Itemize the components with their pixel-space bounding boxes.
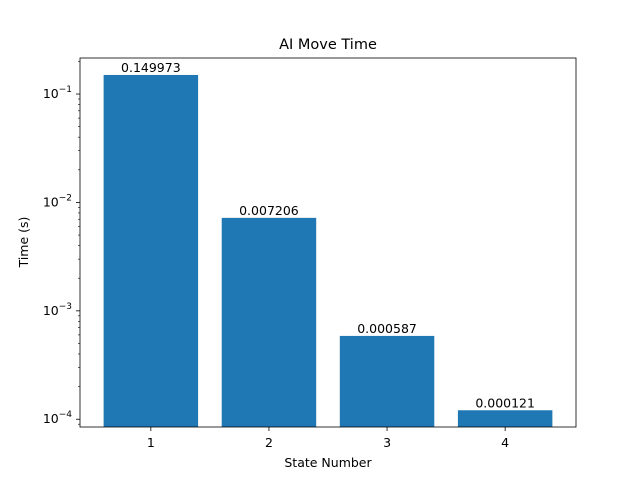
axes-frame bbox=[79, 57, 577, 428]
data-label-1: 0.149973 bbox=[121, 60, 181, 75]
x-tick-label-4: 4 bbox=[501, 435, 509, 450]
data-label-4: 0.000121 bbox=[475, 395, 535, 410]
x-axis-label: State Number bbox=[284, 455, 372, 470]
bar-3 bbox=[339, 335, 435, 427]
bar-2 bbox=[221, 217, 317, 427]
x-tick-label-1: 1 bbox=[147, 435, 155, 450]
y-tick-label-1: 10−2 bbox=[43, 193, 72, 209]
y-tick-label-2: 10−3 bbox=[43, 302, 72, 318]
bar-4 bbox=[457, 410, 553, 427]
x-tick-label-3: 3 bbox=[383, 435, 391, 450]
bar-1 bbox=[103, 74, 199, 427]
chart-title: AI Move Time bbox=[279, 37, 377, 53]
data-label-2: 0.007206 bbox=[239, 203, 299, 218]
y-axis-label: Time (s) bbox=[16, 217, 31, 269]
y-tick-label-3: 10−4 bbox=[43, 410, 72, 426]
data-label-3: 0.000587 bbox=[357, 321, 417, 336]
x-tick-label-2: 2 bbox=[265, 435, 273, 450]
plot-area: 0.149973 0.007206 0.000587 0.000121 1 2 3 4 10−1… bbox=[43, 57, 577, 450]
y-tick-label-0: 10−1 bbox=[43, 85, 72, 101]
